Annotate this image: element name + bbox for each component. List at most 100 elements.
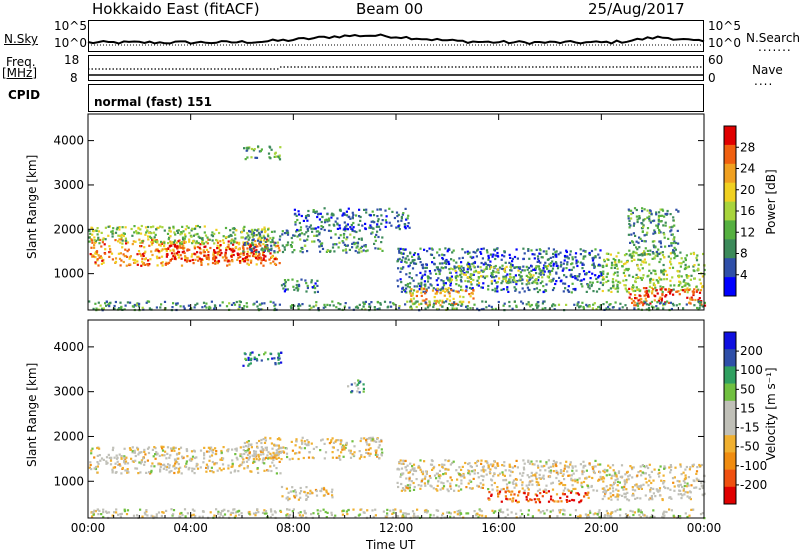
velocity-cell-1 bbox=[269, 437, 272, 440]
velocity-cell-6 bbox=[227, 509, 230, 513]
power-cell-3 bbox=[355, 241, 358, 245]
velocity-cell-3 bbox=[467, 470, 471, 473]
velocity-cell-1 bbox=[340, 446, 344, 449]
velocity-cell-5 bbox=[603, 495, 606, 498]
power-cell-12 bbox=[685, 303, 688, 306]
velocity-cell-3 bbox=[459, 475, 462, 478]
velocity-cell-5 bbox=[679, 465, 682, 468]
velocity-cell-5 bbox=[609, 492, 612, 495]
velocity-cell-0 bbox=[210, 449, 213, 452]
velocity-cell-5 bbox=[627, 478, 630, 481]
power-cell-7 bbox=[431, 289, 435, 292]
power-cell-6 bbox=[404, 248, 407, 251]
power-cell-5 bbox=[396, 215, 399, 218]
power-cell-7 bbox=[448, 295, 452, 298]
velocity-cell-5 bbox=[685, 465, 688, 469]
power-cell-6 bbox=[503, 250, 506, 253]
power-cell-6 bbox=[600, 273, 603, 276]
power-cell-12 bbox=[508, 305, 511, 308]
power-cell-6 bbox=[405, 261, 408, 264]
power-cell-6 bbox=[537, 257, 540, 260]
velocity-cell-4 bbox=[587, 496, 590, 499]
velocity-cell-5 bbox=[631, 488, 634, 491]
power-cell-1 bbox=[207, 254, 210, 257]
velocity-cell-6 bbox=[346, 513, 349, 516]
velocity-cell-1 bbox=[338, 454, 341, 458]
power-cell-0 bbox=[173, 252, 176, 255]
power-cell-12 bbox=[148, 307, 151, 310]
velocity-cell-3 bbox=[458, 473, 461, 476]
power-cell-0 bbox=[140, 245, 143, 248]
power-cell-0 bbox=[90, 238, 93, 241]
velocity-cell-0 bbox=[173, 449, 176, 452]
power-cell-3 bbox=[345, 251, 348, 254]
velocity-cell-6 bbox=[316, 509, 319, 512]
power-cell-9 bbox=[686, 276, 689, 279]
power-cell-8 bbox=[529, 273, 532, 276]
power-cell-5 bbox=[345, 210, 348, 213]
velocity-cell-0 bbox=[231, 462, 234, 465]
velocity-cell-0 bbox=[177, 463, 180, 466]
velocity-cell-3 bbox=[528, 481, 531, 484]
velocity-cell-3 bbox=[539, 460, 542, 463]
velocity-cell-1 bbox=[301, 436, 304, 439]
velocity-cell-6 bbox=[123, 510, 127, 513]
power-cell-0 bbox=[184, 255, 187, 258]
velocity-cell-6 bbox=[424, 510, 427, 514]
velocity-cell-3 bbox=[400, 472, 403, 475]
velocity-cell-3 bbox=[503, 464, 506, 467]
velocity-cell-6 bbox=[102, 508, 105, 511]
power-cell-9 bbox=[617, 251, 620, 254]
velocity-cell-0 bbox=[275, 467, 278, 470]
power-cell-9 bbox=[636, 288, 639, 291]
velocity-cell-0 bbox=[127, 471, 130, 474]
power-cell-12 bbox=[672, 304, 675, 307]
power-cell-4 bbox=[296, 280, 299, 283]
velocity-cell-3 bbox=[551, 488, 555, 491]
power-cell-13 bbox=[247, 147, 250, 150]
power-cell-3 bbox=[269, 237, 272, 240]
velocity-cell-5 bbox=[690, 484, 693, 487]
velocity-cell-3 bbox=[423, 482, 426, 485]
power-cell-11 bbox=[673, 252, 676, 256]
power-cell-12 bbox=[485, 306, 488, 309]
power-cell-12 bbox=[588, 304, 591, 307]
power-cell-8 bbox=[504, 280, 508, 283]
power-cell-2 bbox=[251, 235, 254, 239]
velocity-cell-6 bbox=[179, 512, 182, 515]
power-cell-6 bbox=[461, 270, 464, 273]
power-cell-0 bbox=[100, 256, 103, 259]
power-cell-6 bbox=[408, 286, 411, 289]
power-cell-6 bbox=[431, 261, 434, 264]
velocity-cell-5 bbox=[623, 485, 626, 488]
power-cell-13 bbox=[278, 158, 282, 161]
velocity-cell-3 bbox=[570, 478, 573, 482]
power-cell-0 bbox=[93, 246, 96, 249]
power-cell-11 bbox=[637, 241, 640, 244]
power-cell-12 bbox=[338, 308, 341, 311]
nsearch-tick-low: 10^0 bbox=[708, 36, 741, 50]
power-cell-10 bbox=[638, 294, 641, 297]
velocity-cell-6 bbox=[235, 511, 238, 514]
velocity-cell-4 bbox=[559, 496, 562, 500]
velocity-cell-6 bbox=[545, 509, 549, 512]
velocity-cell-0 bbox=[100, 457, 104, 460]
power-cell-5 bbox=[384, 209, 387, 212]
power-cell-9 bbox=[634, 251, 637, 254]
power-cell-8 bbox=[474, 270, 477, 273]
power-cell-1 bbox=[237, 253, 240, 256]
velocity-cell-0 bbox=[123, 456, 126, 459]
velocity-cell-1 bbox=[343, 445, 346, 448]
power-cell-5 bbox=[370, 220, 373, 223]
power-cell-11 bbox=[651, 251, 654, 254]
power-colorbar-tick-label: 28 bbox=[740, 140, 755, 154]
velocity-cell-5 bbox=[684, 474, 687, 477]
power-cell-3 bbox=[307, 235, 310, 238]
power-cell-6 bbox=[599, 281, 602, 284]
velocity-cell-5 bbox=[686, 495, 689, 498]
velocity-cell-6 bbox=[606, 512, 609, 515]
power-cell-9 bbox=[623, 269, 626, 272]
freq-unit-label: [MHz] bbox=[2, 66, 38, 80]
velocity-cell-0 bbox=[227, 464, 230, 467]
velocity-cell-3 bbox=[486, 461, 489, 465]
